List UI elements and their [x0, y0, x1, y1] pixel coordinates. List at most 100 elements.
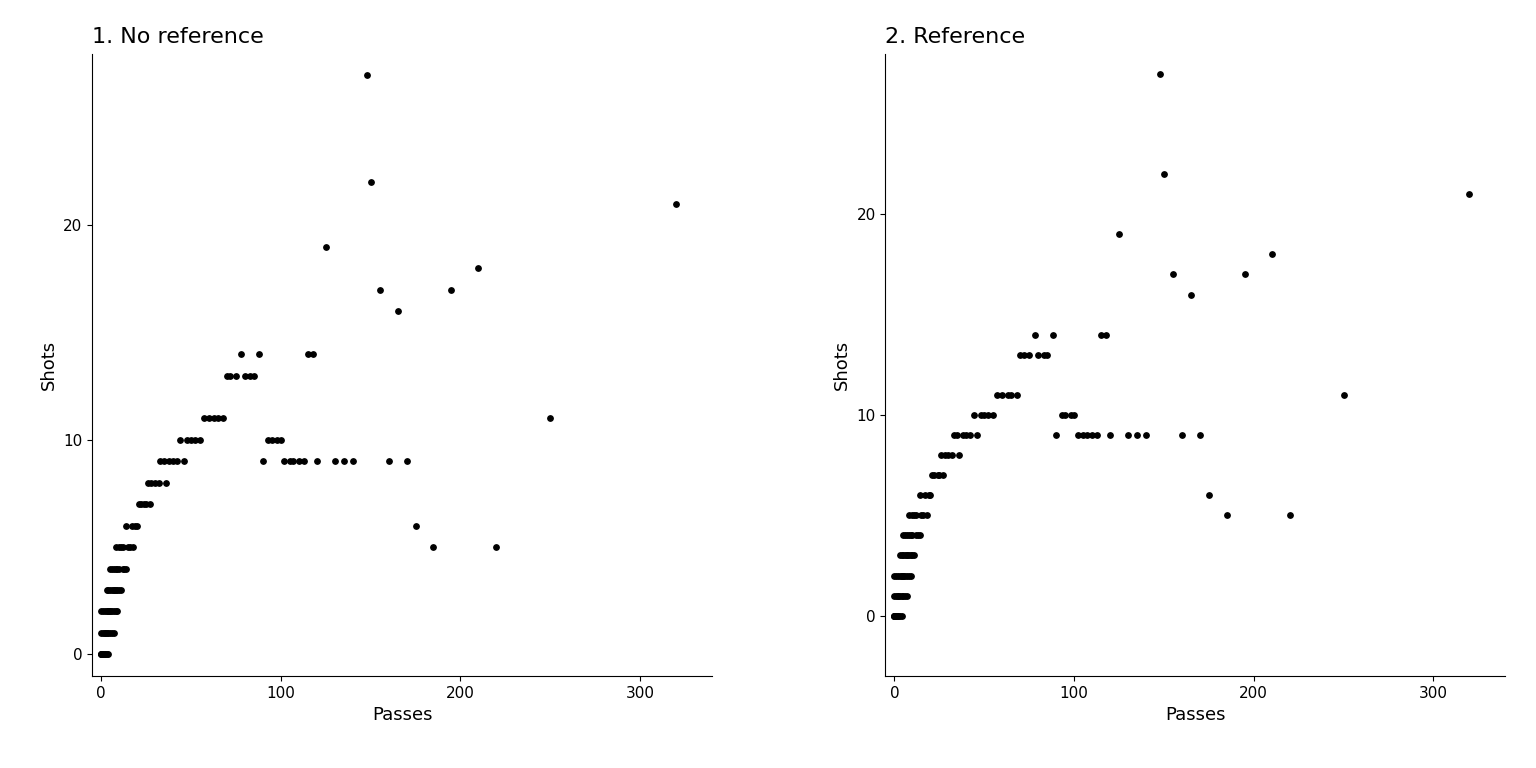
Point — [885, 569, 909, 581]
Point — [1080, 429, 1104, 441]
Point — [89, 648, 114, 660]
Point — [94, 648, 118, 660]
Point — [1023, 329, 1048, 341]
Point — [917, 489, 942, 502]
Point — [895, 549, 920, 561]
Point — [892, 589, 917, 601]
Point — [250, 455, 275, 468]
Point — [281, 455, 306, 468]
Point — [178, 434, 203, 446]
Point — [908, 529, 932, 541]
Text: 2. Reference: 2. Reference — [885, 27, 1026, 47]
Point — [264, 434, 289, 446]
Point — [89, 648, 114, 660]
Point — [1035, 349, 1060, 361]
Point — [889, 589, 914, 601]
Point — [1017, 349, 1041, 361]
Point — [91, 627, 115, 639]
Point — [92, 627, 117, 639]
Point — [1040, 329, 1064, 341]
Point — [891, 569, 915, 581]
Point — [114, 519, 138, 531]
Point — [962, 409, 986, 421]
Point — [895, 589, 920, 601]
Point — [1178, 289, 1203, 301]
Point — [103, 584, 127, 596]
Point — [103, 605, 127, 617]
Point — [1012, 349, 1037, 361]
Point — [215, 369, 240, 382]
Point — [940, 449, 965, 462]
Point — [888, 589, 912, 601]
Point — [886, 610, 911, 622]
Point — [120, 519, 144, 531]
Point — [882, 610, 906, 622]
Point — [929, 449, 954, 462]
Point — [931, 469, 955, 482]
Point — [103, 541, 127, 553]
Point — [1061, 409, 1086, 421]
Point — [98, 627, 123, 639]
Point — [395, 455, 419, 468]
Point — [247, 348, 272, 360]
Point — [134, 498, 158, 511]
Point — [886, 589, 911, 601]
X-axis label: Passes: Passes — [372, 706, 432, 724]
Point — [1215, 509, 1240, 521]
Point — [98, 605, 123, 617]
Point — [111, 541, 135, 553]
Point — [355, 69, 379, 81]
Point — [121, 541, 146, 553]
Point — [192, 412, 217, 425]
Point — [1044, 429, 1069, 441]
Point — [885, 610, 909, 622]
Point — [224, 369, 249, 382]
Point — [101, 562, 126, 574]
X-axis label: Passes: Passes — [1166, 706, 1226, 724]
Point — [404, 519, 429, 531]
Point — [912, 489, 937, 502]
Point — [287, 455, 312, 468]
Point — [269, 434, 293, 446]
Point — [358, 177, 382, 189]
Point — [900, 529, 925, 541]
Point — [89, 605, 114, 617]
Point — [101, 584, 126, 596]
Point — [1197, 489, 1221, 502]
Point — [206, 412, 230, 425]
Point — [94, 584, 118, 596]
Point — [278, 455, 303, 468]
Point — [98, 584, 123, 596]
Point — [203, 412, 227, 425]
Point — [1052, 409, 1077, 421]
Point — [886, 569, 911, 581]
Point — [899, 529, 923, 541]
Point — [101, 584, 126, 596]
Point — [97, 627, 121, 639]
Point — [935, 449, 960, 462]
Point — [114, 562, 138, 574]
Point — [238, 369, 263, 382]
Point — [100, 627, 124, 639]
Point — [888, 569, 912, 581]
Point — [115, 541, 140, 553]
Point — [218, 369, 243, 382]
Point — [882, 610, 906, 622]
Point — [376, 455, 401, 468]
Point — [998, 389, 1023, 401]
Point — [232, 369, 257, 382]
Point — [1086, 429, 1111, 441]
Point — [1115, 429, 1140, 441]
Point — [906, 529, 931, 541]
Point — [97, 584, 121, 596]
Point — [126, 498, 151, 511]
Point — [161, 455, 186, 468]
Point — [945, 429, 969, 441]
Point — [664, 198, 688, 210]
Point — [1005, 389, 1029, 401]
Point — [118, 541, 143, 553]
Point — [295, 348, 319, 360]
Point — [882, 569, 906, 581]
Point — [301, 348, 326, 360]
Point — [902, 549, 926, 561]
